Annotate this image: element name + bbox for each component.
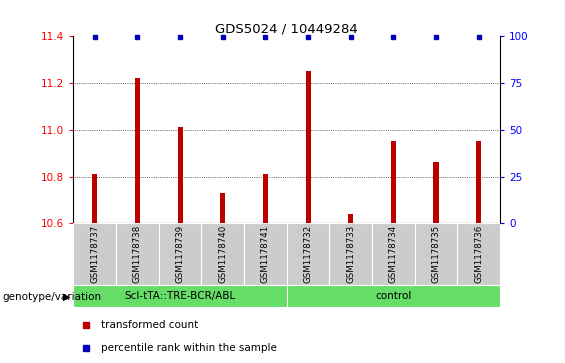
Text: GSM1178733: GSM1178733 [346, 225, 355, 283]
Text: ▶: ▶ [63, 291, 71, 302]
Bar [476, 142, 481, 223]
Bar [415, 223, 457, 285]
Text: GSM1178741: GSM1178741 [261, 225, 270, 283]
Text: GSM1178737: GSM1178737 [90, 225, 99, 283]
Bar [433, 163, 438, 223]
Bar [244, 223, 286, 285]
Bar [372, 223, 415, 285]
Bar [202, 223, 244, 285]
Bar [177, 127, 182, 223]
Text: percentile rank within the sample: percentile rank within the sample [101, 343, 277, 352]
Bar [329, 223, 372, 285]
Text: GSM1178739: GSM1178739 [176, 225, 185, 283]
Bar [287, 223, 329, 285]
Bar [458, 223, 500, 285]
Bar [73, 285, 287, 307]
Bar [92, 174, 97, 223]
Bar [73, 223, 116, 285]
Bar [287, 285, 500, 307]
Text: GSM1178740: GSM1178740 [218, 225, 227, 283]
Text: GSM1178734: GSM1178734 [389, 225, 398, 283]
Text: GSM1178732: GSM1178732 [303, 225, 312, 283]
Text: control: control [375, 291, 411, 301]
Text: GSM1178736: GSM1178736 [474, 225, 483, 283]
Text: genotype/variation: genotype/variation [3, 291, 102, 302]
Bar [348, 214, 353, 223]
Bar [135, 78, 140, 223]
Title: GDS5024 / 10449284: GDS5024 / 10449284 [215, 22, 358, 35]
Text: GSM1178735: GSM1178735 [432, 225, 441, 283]
Bar [306, 72, 311, 223]
Bar [220, 193, 225, 223]
Bar [159, 223, 201, 285]
Bar [263, 174, 268, 223]
Text: transformed count: transformed count [101, 321, 198, 330]
Text: GSM1178738: GSM1178738 [133, 225, 142, 283]
Text: ScI-tTA::TRE-BCR/ABL: ScI-tTA::TRE-BCR/ABL [124, 291, 236, 301]
Bar [391, 142, 396, 223]
Bar [116, 223, 159, 285]
